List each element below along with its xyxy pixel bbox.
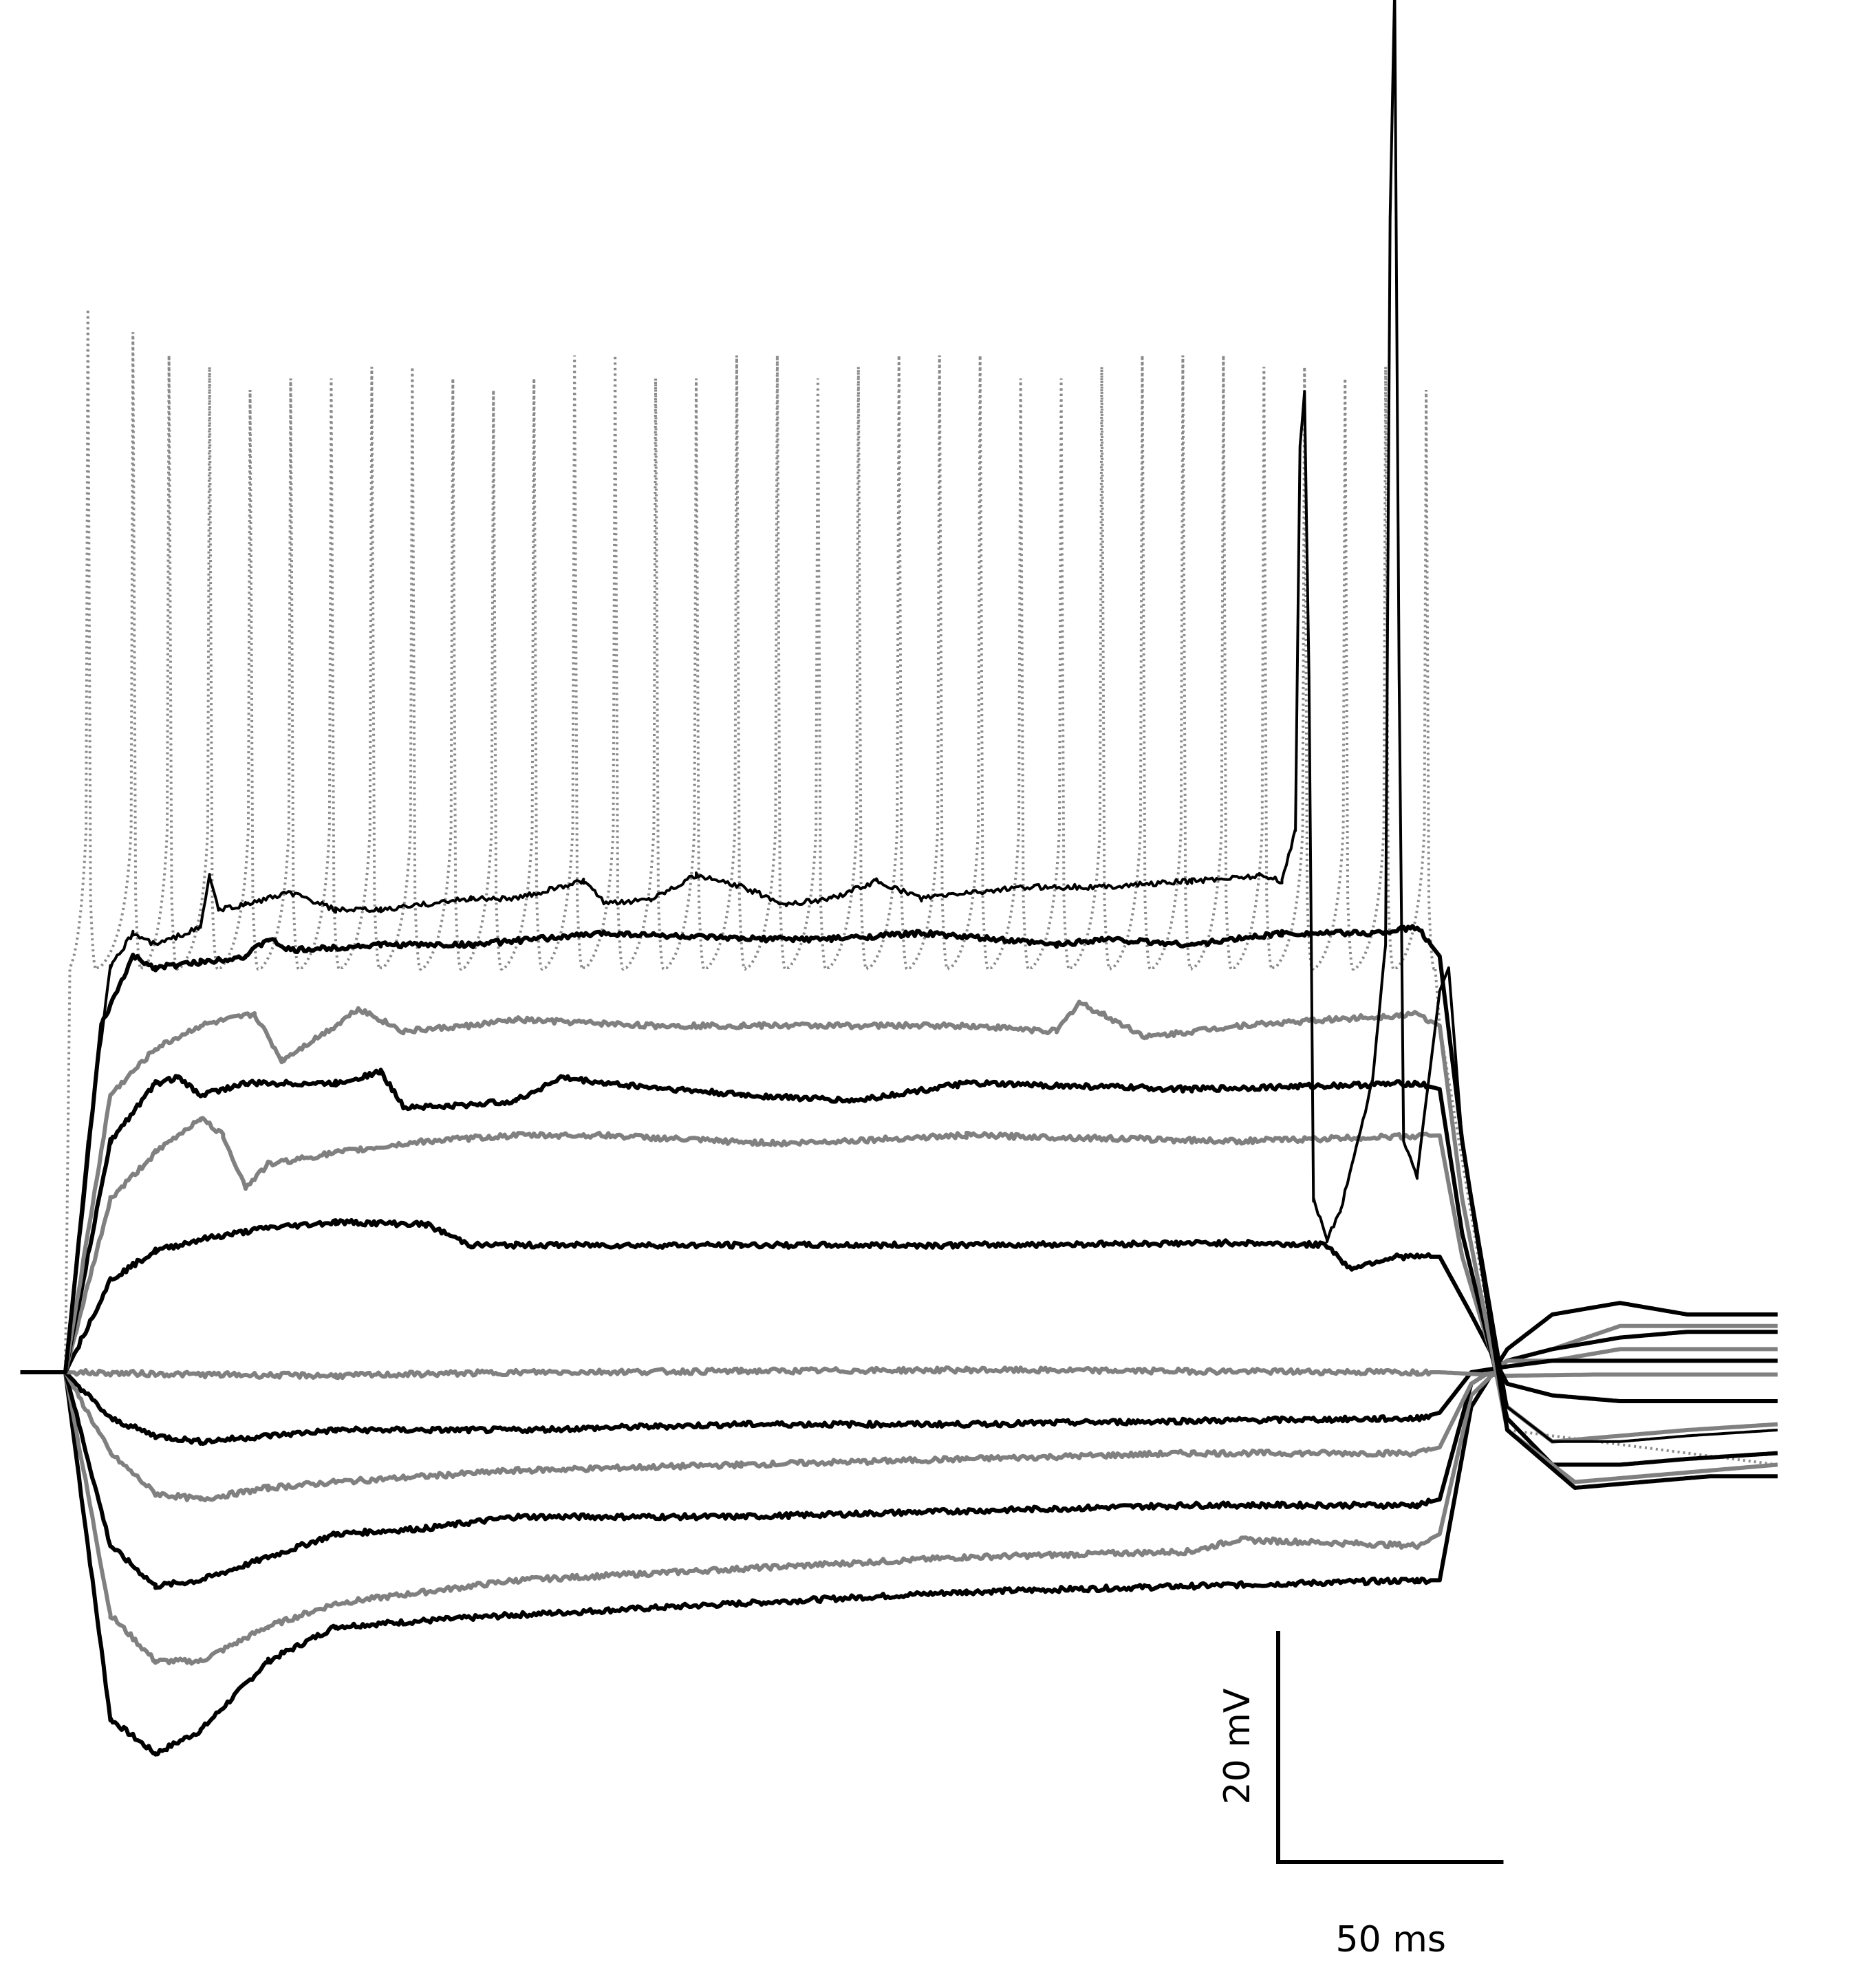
- scale-bar-time-label: 50 ms: [1336, 1919, 1446, 1960]
- trace-10: [20, 999, 1778, 1484]
- scale-bar-voltage-label: 20 mV: [1217, 1688, 1258, 1804]
- trace-5: [20, 1358, 1778, 1446]
- trace-9: [20, 1068, 1778, 1467]
- scale-bar: 20 mV 50 ms: [1217, 1631, 1504, 1960]
- trace-8: [20, 1116, 1778, 1444]
- trace-2: [20, 1323, 1778, 1666]
- trace-7: [20, 1217, 1778, 1403]
- trace-4: [20, 1347, 1778, 1503]
- trace-1: [20, 1301, 1778, 1757]
- trace-12: [20, 0, 1778, 1443]
- trace-spiking-dotted: [20, 309, 1778, 1466]
- trace-6: [20, 1365, 1778, 1381]
- voltage-traces: [20, 0, 1778, 1757]
